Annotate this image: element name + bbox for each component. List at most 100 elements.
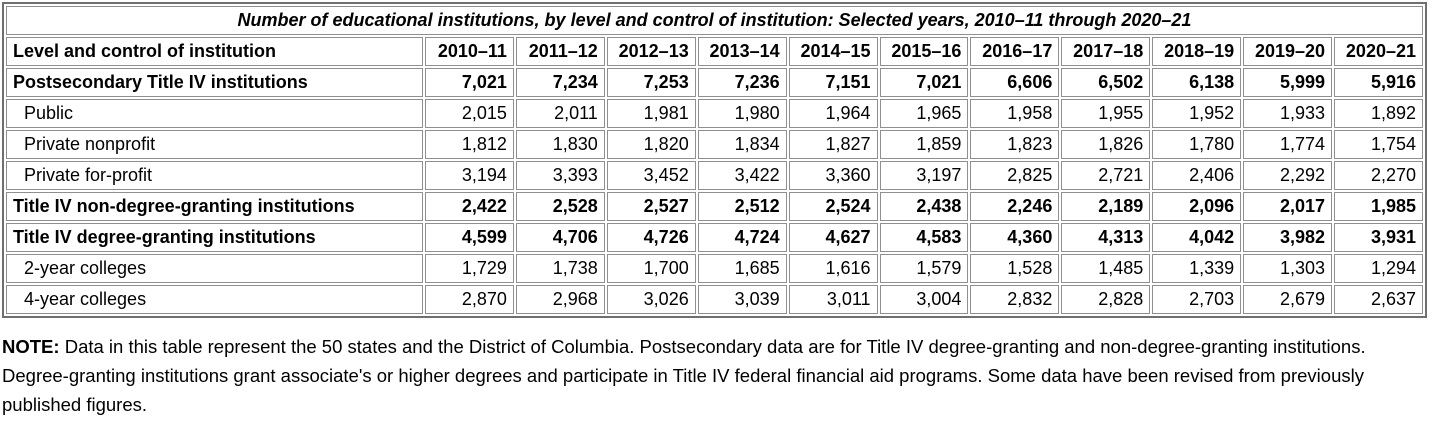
value-cell: 2,011 (515, 99, 605, 128)
table-header-row: Level and control of institution 2010–11… (6, 37, 1423, 66)
value-cell: 6,138 (1152, 68, 1242, 97)
column-header-year: 2019–20 (1243, 37, 1333, 66)
value-cell: 2,512 (697, 192, 787, 221)
value-cell: 5,999 (1243, 68, 1333, 97)
row-label: Title IV degree-granting institutions (6, 223, 423, 252)
value-cell: 2,017 (1243, 192, 1333, 221)
value-cell: 3,982 (1243, 223, 1333, 252)
value-cell: 2,825 (970, 161, 1060, 190)
value-cell: 1,965 (879, 99, 969, 128)
value-cell: 2,828 (1061, 285, 1151, 314)
value-cell: 2,832 (970, 285, 1060, 314)
value-cell: 5,916 (1334, 68, 1423, 97)
value-cell: 2,422 (425, 192, 514, 221)
value-cell: 2,189 (1061, 192, 1151, 221)
value-cell: 1,980 (697, 99, 787, 128)
value-cell: 1,774 (1243, 130, 1333, 159)
value-cell: 3,004 (879, 285, 969, 314)
column-header-year: 2020–21 (1334, 37, 1423, 66)
value-cell: 3,422 (697, 161, 787, 190)
row-label: Private nonprofit (6, 130, 423, 159)
value-cell: 3,039 (697, 285, 787, 314)
note-text: Data in this table represent the 50 stat… (2, 336, 1366, 415)
table-row: Title IV degree-granting institutions 4,5… (6, 223, 1423, 252)
value-cell: 3,197 (879, 161, 969, 190)
table-title-row: Number of educational institutions, by l… (6, 6, 1423, 35)
value-cell: 7,021 (879, 68, 969, 97)
value-cell: 1,859 (879, 130, 969, 159)
value-cell: 4,583 (879, 223, 969, 252)
value-cell: 2,292 (1243, 161, 1333, 190)
value-cell: 3,393 (515, 161, 605, 190)
value-cell: 7,021 (425, 68, 514, 97)
note-label: NOTE: (2, 336, 60, 357)
table-row: Private nonprofit 1,812 1,830 1,820 1,834 1,8… (6, 130, 1423, 159)
value-cell: 2,527 (606, 192, 696, 221)
value-cell: 1,729 (425, 254, 514, 283)
value-cell: 3,452 (606, 161, 696, 190)
value-cell: 6,606 (970, 68, 1060, 97)
value-cell: 2,246 (970, 192, 1060, 221)
value-cell: 1,780 (1152, 130, 1242, 159)
value-cell: 1,964 (788, 99, 878, 128)
value-cell: 4,706 (515, 223, 605, 252)
value-cell: 1,985 (1334, 192, 1423, 221)
value-cell: 2,015 (425, 99, 514, 128)
value-cell: 1,952 (1152, 99, 1242, 128)
value-cell: 4,627 (788, 223, 878, 252)
value-cell: 4,599 (425, 223, 514, 252)
value-cell: 4,360 (970, 223, 1060, 252)
column-header-year: 2013–14 (697, 37, 787, 66)
value-cell: 1,958 (970, 99, 1060, 128)
column-header-year: 2017–18 (1061, 37, 1151, 66)
table-row: Title IV non-degree-granting institution… (6, 192, 1423, 221)
table-row: 2-year colleges 1,729 1,738 1,700 1,685 1,616… (6, 254, 1423, 283)
value-cell: 1,827 (788, 130, 878, 159)
value-cell: 1,738 (515, 254, 605, 283)
value-cell: 4,042 (1152, 223, 1242, 252)
column-header-year: 2010–11 (425, 37, 514, 66)
column-header-level-and-control: Level and control of institution (6, 37, 423, 66)
value-cell: 2,270 (1334, 161, 1423, 190)
row-label: 2-year colleges (6, 254, 423, 283)
value-cell: 7,236 (697, 68, 787, 97)
value-cell: 3,011 (788, 285, 878, 314)
value-cell: 2,406 (1152, 161, 1242, 190)
value-cell: 2,870 (425, 285, 514, 314)
value-cell: 7,151 (788, 68, 878, 97)
value-cell: 2,096 (1152, 192, 1242, 221)
row-label: Public (6, 99, 423, 128)
value-cell: 2,524 (788, 192, 878, 221)
value-cell: 2,637 (1334, 285, 1423, 314)
value-cell: 1,294 (1334, 254, 1423, 283)
value-cell: 1,933 (1243, 99, 1333, 128)
column-header-year: 2015–16 (879, 37, 969, 66)
value-cell: 1,820 (606, 130, 696, 159)
value-cell: 3,931 (1334, 223, 1423, 252)
value-cell: 1,754 (1334, 130, 1423, 159)
value-cell: 1,616 (788, 254, 878, 283)
value-cell: 2,528 (515, 192, 605, 221)
value-cell: 1,579 (879, 254, 969, 283)
value-cell: 4,726 (606, 223, 696, 252)
value-cell: 7,253 (606, 68, 696, 97)
value-cell: 1,981 (606, 99, 696, 128)
table-row: Postsecondary Title IV institutions 7,021… (6, 68, 1423, 97)
value-cell: 1,892 (1334, 99, 1423, 128)
row-label: Postsecondary Title IV institutions (6, 68, 423, 97)
column-header-year: 2012–13 (606, 37, 696, 66)
value-cell: 1,834 (697, 130, 787, 159)
value-cell: 1,485 (1061, 254, 1151, 283)
value-cell: 1,528 (970, 254, 1060, 283)
row-label: 4-year colleges (6, 285, 423, 314)
row-label: Title IV non-degree-granting institution… (6, 192, 423, 221)
value-cell: 1,303 (1243, 254, 1333, 283)
table-row: 4-year colleges 2,870 2,968 3,026 3,039 3,011… (6, 285, 1423, 314)
table-note: NOTE: Data in this table represent the 5… (2, 333, 1426, 420)
value-cell: 2,721 (1061, 161, 1151, 190)
value-cell: 1,700 (606, 254, 696, 283)
value-cell: 2,703 (1152, 285, 1242, 314)
table-row: Private for-profit 3,194 3,393 3,452 3,422 3,… (6, 161, 1423, 190)
value-cell: 2,438 (879, 192, 969, 221)
value-cell: 2,968 (515, 285, 605, 314)
